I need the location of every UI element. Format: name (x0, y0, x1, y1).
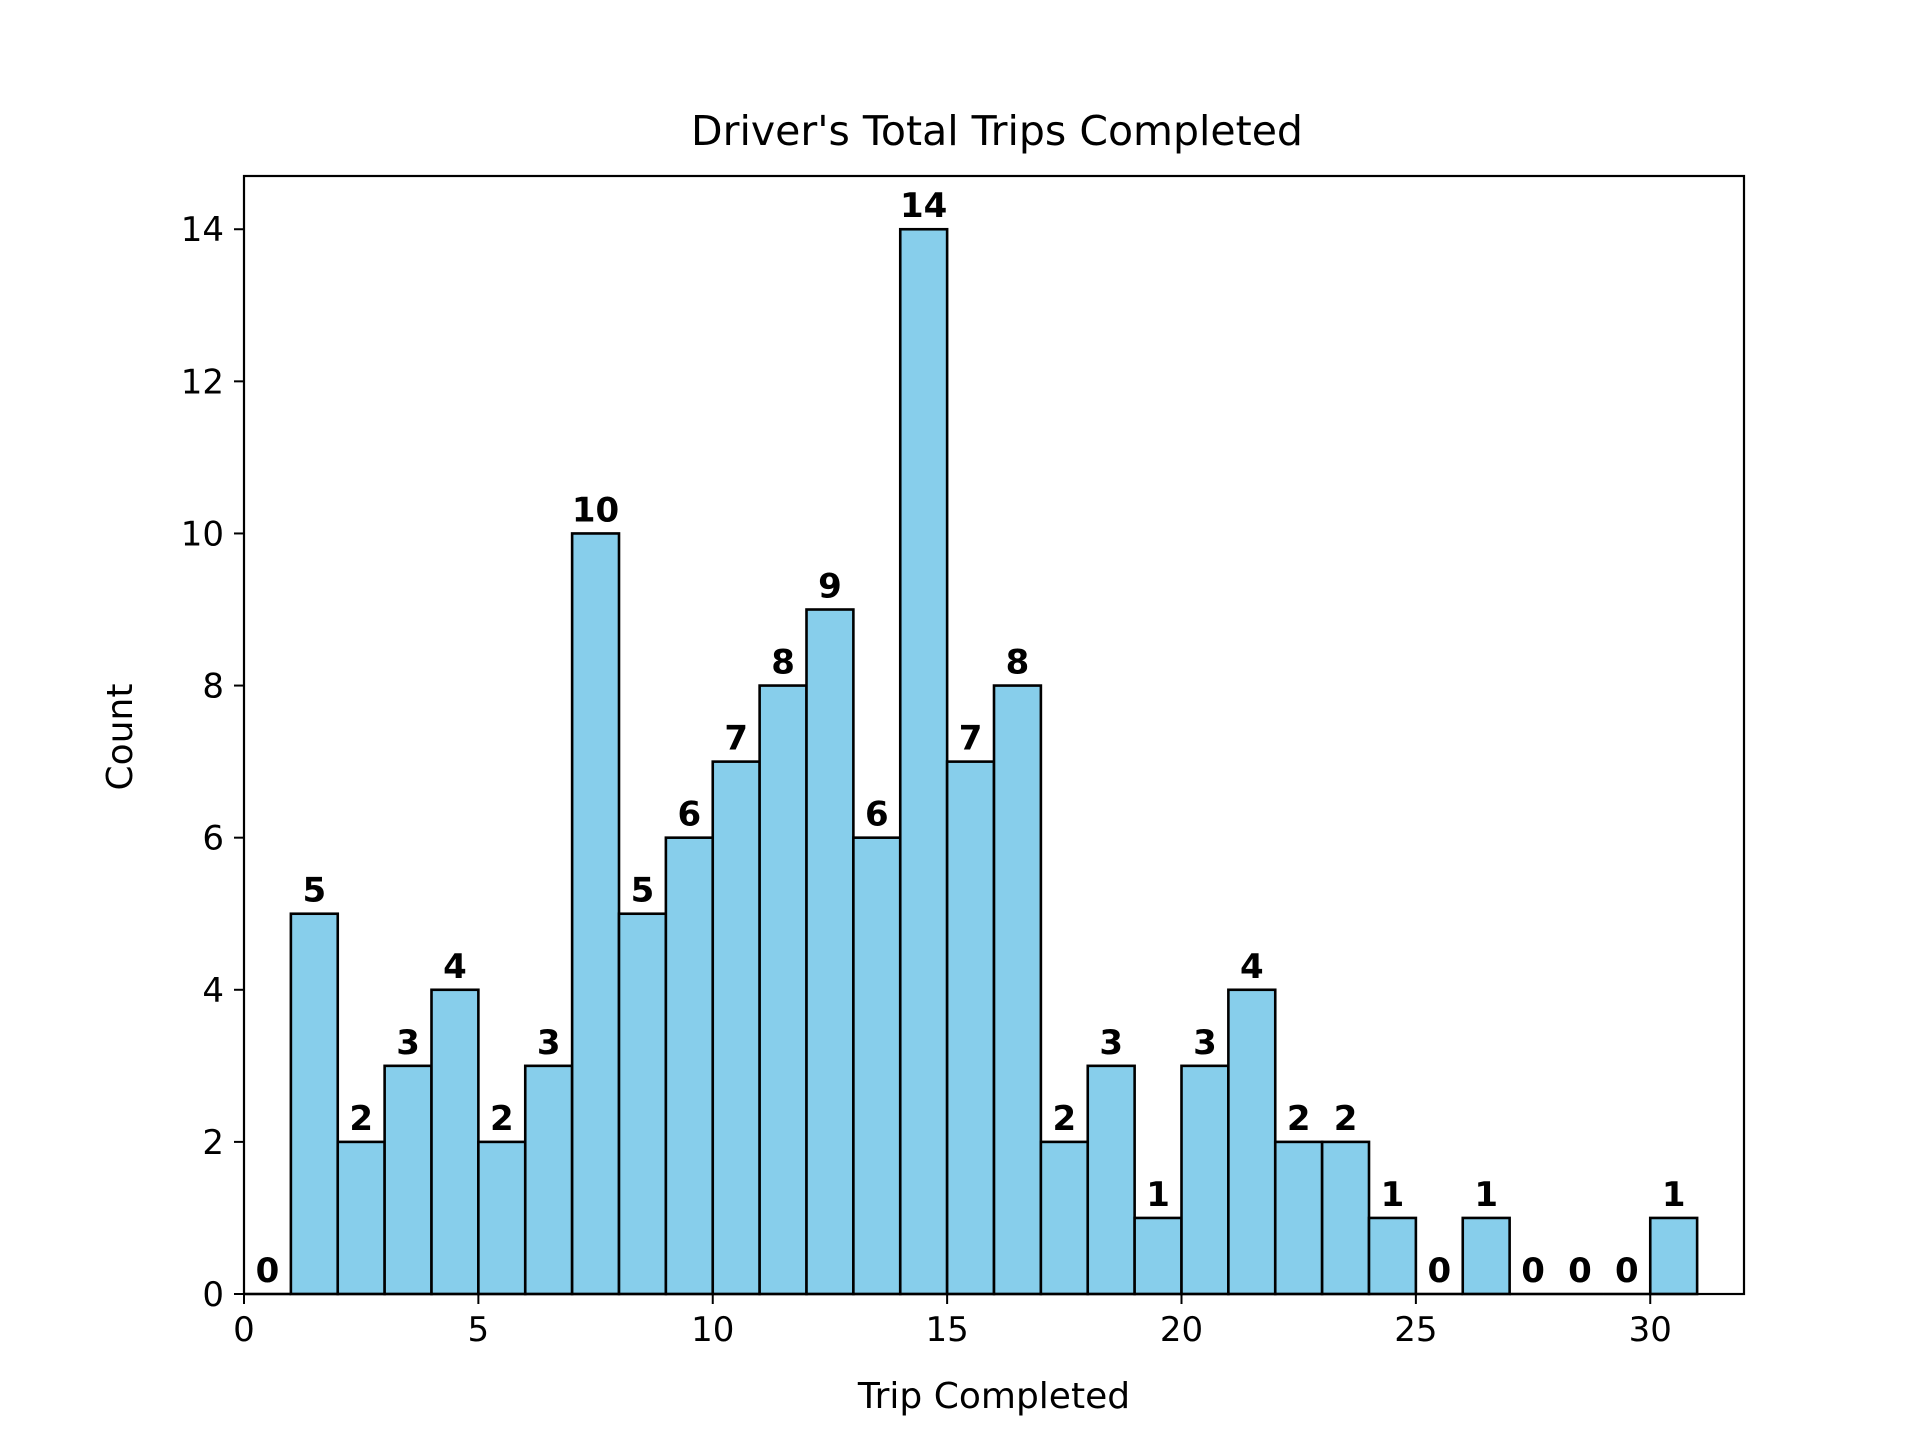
data-label-bin-22: 2 (1287, 1099, 1311, 1139)
data-label-bin-25: 0 (1427, 1251, 1451, 1291)
bar-bin-8 (617, 912, 668, 1296)
bar-bin-21 (1227, 988, 1277, 1296)
data-label-bin-20: 3 (1193, 1023, 1217, 1063)
x-tick-label: 20 (1160, 1310, 1203, 1350)
plot-frame (242, 174, 1746, 1296)
data-label-bin-26: 1 (1474, 1175, 1498, 1215)
data-label-bin-28: 0 (1568, 1251, 1592, 1291)
data-label-bin-29: 0 (1615, 1251, 1639, 1291)
x-tick-label: 10 (691, 1310, 734, 1350)
data-label-bin-10: 7 (724, 719, 748, 759)
data-label-bin-6: 3 (537, 1023, 561, 1063)
data-label-bin-19: 1 (1146, 1175, 1170, 1215)
data-label-bin-4: 4 (443, 947, 467, 987)
data-label-bin-9: 6 (677, 795, 701, 835)
data-label-bin-14: 14 (900, 186, 947, 226)
bar-bin-12 (805, 608, 855, 1296)
bar-bin-18 (1086, 1064, 1136, 1296)
bar-bin-17 (1039, 1140, 1090, 1296)
data-label-bin-30: 1 (1662, 1175, 1686, 1215)
data-label-bin-5: 2 (490, 1099, 514, 1139)
bar-bin-19 (1133, 1216, 1183, 1296)
bar-bin-22 (1273, 1140, 1324, 1296)
y-tick-label: 8 (202, 667, 224, 707)
y-tick-label: 10 (181, 514, 224, 554)
data-label-bin-13: 6 (865, 795, 889, 835)
y-tick-label: 4 (202, 971, 224, 1011)
bar-bin-16 (992, 684, 1043, 1296)
x-tick-label: 25 (1394, 1310, 1437, 1350)
bar-bin-4 (430, 988, 480, 1296)
y-tick-label: 14 (181, 210, 224, 250)
bar-bin-7 (570, 532, 621, 1296)
bar-bin-15 (945, 760, 996, 1296)
bar-bin-5 (477, 1140, 527, 1296)
bar-bin-30 (1648, 1216, 1699, 1296)
data-label-bin-2: 2 (349, 1099, 373, 1139)
data-label-bin-24: 1 (1381, 1175, 1405, 1215)
bar-bin-13 (852, 836, 902, 1296)
y-axis: 0 2 4 6 8 10 12 14 (181, 210, 244, 1315)
y-tick-label: 6 (202, 819, 224, 859)
data-label-bin-21: 4 (1240, 947, 1264, 987)
data-label-bin-3: 3 (396, 1023, 420, 1063)
bar-bin-14 (898, 227, 949, 1296)
data-label-bin-15: 7 (959, 719, 983, 759)
x-tick-label: 15 (925, 1310, 968, 1350)
bar-bin-26 (1461, 1216, 1511, 1296)
bar-bin-10 (711, 760, 761, 1296)
data-label-bin-16: 8 (1006, 643, 1030, 683)
data-label-bin-11: 8 (771, 643, 795, 683)
bar-bin-2 (336, 1140, 386, 1296)
data-label-bin-18: 3 (1099, 1023, 1123, 1063)
data-label-bin-23: 2 (1334, 1099, 1358, 1139)
data-label-bin-8: 5 (631, 871, 655, 911)
bar-bin-11 (758, 684, 808, 1296)
data-label-bin-0: 0 (256, 1251, 280, 1291)
x-tick-label: 0 (233, 1310, 255, 1350)
bar-bin-24 (1367, 1216, 1418, 1296)
chart-title: Driver's Total Trips Completed (691, 107, 1303, 155)
bar-bin-9 (664, 836, 715, 1296)
bar-bin-23 (1320, 1140, 1371, 1296)
data-label-bin-27: 0 (1521, 1251, 1545, 1291)
bar-bin-6 (523, 1064, 574, 1296)
bars-layer (244, 227, 1699, 1296)
y-tick-label: 12 (181, 362, 224, 402)
data-label-bin-1: 5 (302, 871, 326, 911)
x-tick-label: 30 (1629, 1310, 1672, 1350)
y-axis-label: Count (100, 684, 141, 791)
data-label-bin-17: 2 (1052, 1099, 1076, 1139)
y-tick-label: 0 (202, 1275, 224, 1315)
data-label-bin-12: 9 (818, 567, 842, 607)
bar-bin-20 (1180, 1064, 1230, 1296)
bar-bin-3 (383, 1064, 433, 1296)
x-axis-label: Trip Completed (857, 1376, 1130, 1417)
x-axis: 0 5 10 15 20 25 30 (233, 1294, 1672, 1350)
x-tick-label: 5 (468, 1310, 490, 1350)
bar-bin-1 (289, 912, 340, 1296)
data-label-bin-7: 10 (572, 490, 619, 530)
y-tick-label: 2 (202, 1123, 224, 1163)
